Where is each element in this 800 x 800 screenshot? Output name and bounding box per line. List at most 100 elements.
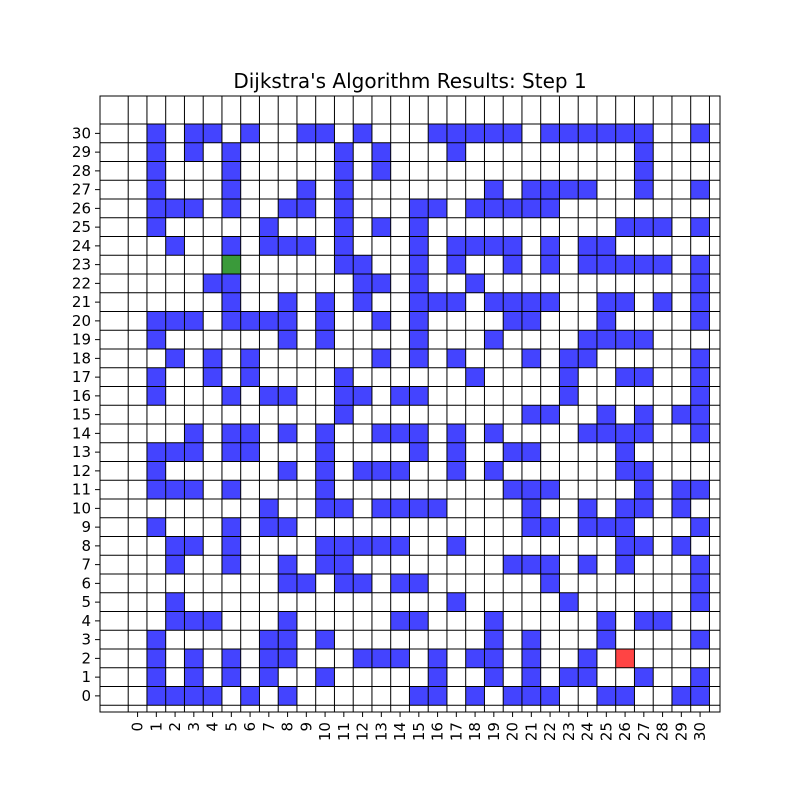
wall-cell — [634, 611, 654, 631]
x-tick-label: 10 — [316, 722, 334, 741]
wall-cell — [278, 649, 297, 668]
wall-cell — [146, 180, 166, 199]
wall-cell — [653, 255, 672, 274]
wall-cell — [521, 630, 541, 649]
wall-cell — [278, 517, 297, 537]
wall-cell — [465, 199, 485, 218]
wall-cell — [484, 630, 504, 649]
wall-cell — [334, 386, 354, 406]
wall-cell — [409, 311, 429, 331]
wall-cell — [334, 142, 354, 162]
x-tick-label: 6 — [241, 722, 259, 732]
x-tick-label: 20 — [504, 722, 522, 741]
wall-cell — [503, 311, 522, 331]
wall-cell — [615, 255, 635, 274]
wall-cell — [690, 367, 710, 387]
wall-cell — [634, 480, 654, 499]
wall-cell — [315, 499, 335, 518]
wall-cell — [634, 424, 654, 443]
wall-cell — [221, 292, 241, 312]
x-tick-label: 8 — [279, 722, 297, 732]
wall-cell — [165, 536, 185, 556]
wall-cell — [446, 536, 466, 556]
x-tick-label: 12 — [354, 722, 372, 741]
wall-cell — [184, 649, 204, 668]
wall-cell — [221, 555, 241, 574]
y-tick-label: 0 — [81, 687, 91, 705]
wall-cell — [184, 686, 204, 706]
x-tick-label: 22 — [541, 722, 559, 741]
wall-cell — [503, 236, 522, 256]
wall-cell — [428, 649, 447, 668]
wall-cell — [521, 686, 541, 706]
x-tick-label: 18 — [466, 722, 484, 741]
wall-cell — [184, 199, 204, 218]
wall-cell — [203, 124, 222, 143]
wall-cell — [596, 311, 616, 331]
x-axis: 0 1 2 3 4 5 6 7 8 9 10 11 12 13 14 15 16 17 18 19 20 21 22 23 24… — [129, 712, 709, 741]
wall-cell — [615, 217, 635, 237]
wall-cell — [409, 499, 429, 518]
wall-cell — [634, 367, 654, 387]
wall-cell — [465, 124, 485, 143]
y-tick-label: 20 — [72, 312, 91, 330]
y-tick-label: 6 — [81, 574, 91, 592]
wall-cell — [146, 124, 166, 143]
wall-cell — [521, 199, 541, 218]
wall-cell — [634, 161, 654, 181]
plot-frame — [99, 95, 721, 713]
wall-cell — [690, 574, 710, 593]
wall-cell — [690, 686, 710, 706]
wall-cell — [521, 292, 541, 312]
wall-cell — [615, 292, 635, 312]
wall-cell — [446, 461, 466, 481]
wall-cell — [634, 142, 654, 162]
wall-cell — [690, 274, 710, 293]
wall-cell — [221, 386, 241, 406]
wall-cell — [540, 517, 560, 537]
x-tick-label: 3 — [185, 722, 203, 732]
y-tick-label: 1 — [81, 668, 91, 686]
wall-cell — [484, 236, 504, 256]
wall-cell — [278, 424, 297, 443]
wall-cell — [409, 424, 429, 443]
y-tick-label: 11 — [72, 481, 91, 499]
wall-cell — [184, 536, 204, 556]
x-tick-label: 16 — [429, 722, 447, 741]
wall-cell — [146, 217, 166, 237]
wall-cell — [446, 142, 466, 162]
wall-cell — [596, 236, 616, 256]
wall-cell — [278, 630, 297, 649]
wall-cell — [184, 124, 204, 143]
x-tick-label: 5 — [222, 722, 240, 732]
wall-cell — [221, 480, 241, 499]
wall-cell — [371, 142, 391, 162]
wall-cell — [484, 424, 504, 443]
wall-cell — [559, 124, 579, 143]
wall-cell — [578, 255, 597, 274]
wall-cell — [578, 649, 597, 668]
wall-cell — [146, 199, 166, 218]
wall-cell — [503, 555, 522, 574]
wall-cell — [690, 630, 710, 649]
wall-cell — [634, 330, 654, 349]
y-tick-label: 13 — [72, 443, 91, 461]
wall-cell — [578, 124, 597, 143]
wall-cell — [540, 199, 560, 218]
wall-cell — [615, 686, 635, 706]
wall-cell — [371, 274, 391, 293]
wall-cell — [259, 311, 279, 331]
wall-cell — [690, 124, 710, 143]
wall-cell — [634, 536, 654, 556]
wall-cell — [221, 274, 241, 293]
wall-cell — [315, 442, 335, 462]
wall-cell — [446, 592, 466, 612]
wall-cell — [390, 536, 410, 556]
wall-cell — [146, 161, 166, 181]
y-tick-label: 2 — [81, 649, 91, 667]
wall-cell — [521, 480, 541, 499]
y-tick-label: 25 — [72, 218, 91, 236]
wall-cell — [240, 124, 260, 143]
wall-cell — [240, 424, 260, 443]
wall-cell — [371, 649, 391, 668]
